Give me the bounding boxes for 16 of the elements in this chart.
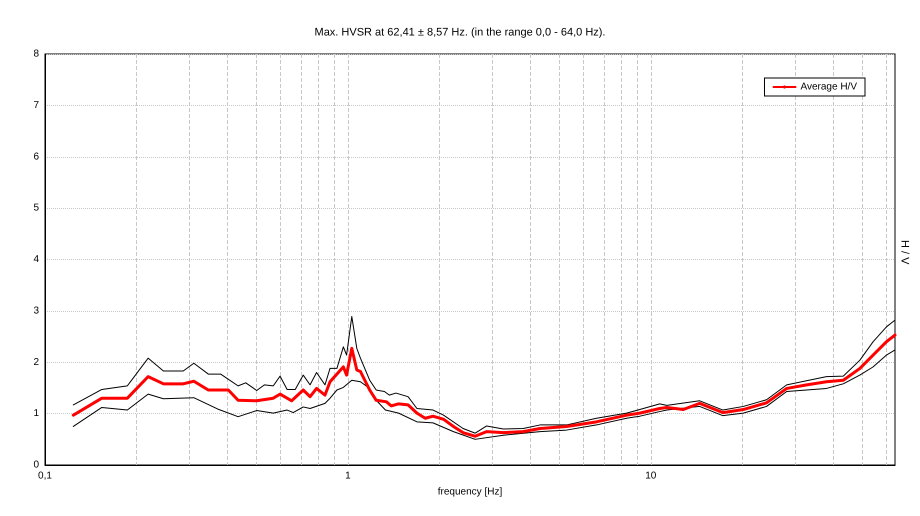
y-tick-label: 3 (33, 305, 40, 316)
y-axis-title: H / V (898, 240, 910, 266)
y-tick-label: 0 (33, 460, 40, 470)
y-tick-label: 8 (33, 48, 40, 60)
chart-title: Max. HVSR at 62,41 ± 8,57 Hz. (in the range 0,0 - 64,0 Hz). (314, 26, 606, 38)
x-tick-label: 0,1 (38, 470, 52, 482)
x-axis-title: frequency [Hz] (438, 486, 502, 498)
y-tick-label: 5 (33, 202, 40, 214)
y-tick-label: 7 (33, 100, 40, 111)
legend-label: Average H/V (800, 82, 858, 92)
y-tick-label: 4 (33, 254, 40, 265)
x-tick-label: 10 (645, 470, 657, 482)
y-tick-label: 1 (33, 408, 40, 420)
y-tick-label: 6 (33, 151, 40, 162)
x-tick-label: 1 (345, 470, 352, 482)
y-tick-label: 2 (33, 356, 40, 368)
